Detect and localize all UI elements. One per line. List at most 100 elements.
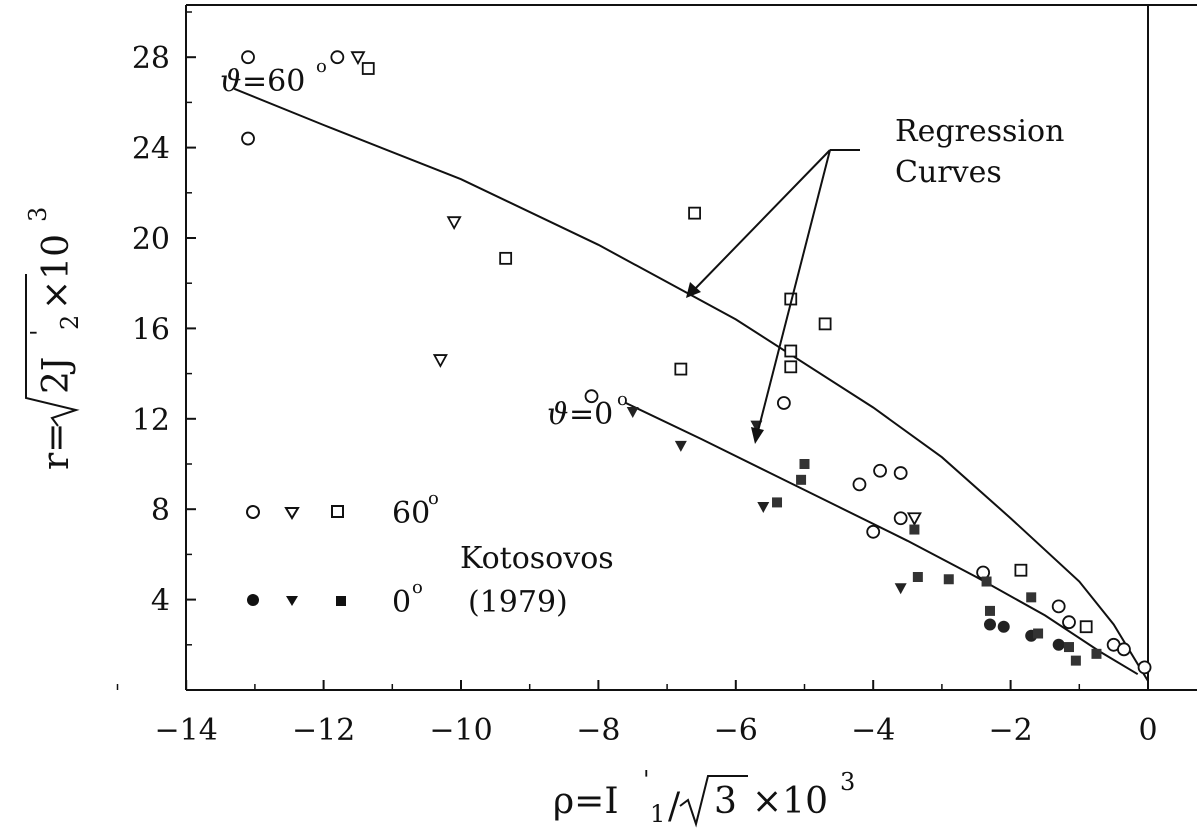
- point-filled-square: [772, 497, 783, 508]
- point-filled-triangle: [894, 583, 907, 595]
- point-filled-square: [799, 459, 810, 469]
- curve-60-degree: o: [316, 56, 327, 77]
- curve-60-theta: ϑ: [220, 64, 241, 99]
- point-open-circle: [241, 50, 255, 65]
- y-label-lhs: r=: [36, 423, 77, 470]
- point-filled-square: [796, 474, 807, 485]
- legend-open-circle: [246, 505, 260, 519]
- x-label-sub: 1: [650, 800, 665, 828]
- x-tick-label: −8: [576, 713, 620, 748]
- point-filled-square: [981, 576, 992, 587]
- point-open-circle: [893, 466, 908, 480]
- point-filled-circle: [1052, 638, 1065, 651]
- regression-label-line1: Regression: [895, 114, 1064, 149]
- point-filled-square: [1091, 648, 1102, 659]
- x-axis-label: ρ=I ' 1 / 3 ×10 3: [553, 766, 855, 828]
- curve-0-text: =0: [569, 397, 613, 432]
- curve-60-label: ϑ =60 o: [220, 56, 327, 99]
- x-axis-ticks: −14 −12 −10 −8 −6 −4 −2 0: [116, 680, 1158, 748]
- point-filled-square: [1070, 655, 1081, 666]
- arrowhead-0-curve: [751, 427, 764, 444]
- data-points: [241, 50, 1152, 675]
- x-label-sqrt-sign: [679, 775, 748, 828]
- point-filled-square: [912, 572, 923, 582]
- curve-0-label: ϑ =0 o: [547, 389, 628, 432]
- y-tick-label: 24: [132, 132, 170, 167]
- arrow-to-0-curve: [756, 149, 831, 436]
- point-filled-square: [1026, 592, 1037, 603]
- regression-curve-0: [625, 402, 1139, 676]
- legend-filled-circle: [247, 594, 259, 606]
- regression-curve-60: [233, 87, 1149, 682]
- point-open-circle: [584, 389, 599, 404]
- point-filled-square: [943, 574, 954, 585]
- regression-arrows: [686, 149, 860, 444]
- point-open-circle: [893, 511, 908, 526]
- point-open-circle: [1062, 615, 1076, 630]
- y-tick-label: 4: [151, 584, 170, 619]
- point-open-circle: [1117, 642, 1131, 657]
- legend-open-square: [331, 505, 344, 518]
- point-filled-triangle: [757, 501, 770, 513]
- x-tick-label: −6: [714, 713, 758, 748]
- point-open-circle: [1137, 660, 1152, 675]
- x-tick-label: −10: [429, 713, 492, 748]
- curve-0-theta: ϑ: [547, 397, 568, 432]
- point-open-square: [674, 362, 688, 376]
- arrowhead-60-curve: [686, 282, 701, 298]
- legend-60-degree: o: [428, 488, 439, 509]
- y-tick-label: 28: [132, 41, 170, 76]
- curve-60-text: =60: [242, 64, 305, 99]
- y-label-sqrt-arg: 2J: [36, 357, 77, 394]
- point-filled-triangle: [674, 440, 687, 452]
- x-label-sqrt-arg: 3: [714, 781, 737, 822]
- legend-0-degree: o: [412, 577, 423, 598]
- point-filled-square: [1063, 642, 1074, 653]
- point-open-circle: [330, 50, 345, 65]
- y-label-exp: 3: [24, 207, 52, 222]
- x-label-exp: 3: [840, 768, 855, 796]
- x-tick-label: −14: [155, 713, 218, 748]
- regression-label-line2: Curves: [895, 155, 1002, 190]
- y-label-prime: ': [26, 329, 54, 336]
- x-tick-label: 0: [1138, 713, 1157, 748]
- x-label-mult: ×10: [752, 781, 828, 822]
- legend-open-triangle: [284, 507, 300, 520]
- point-open-circle: [241, 131, 255, 146]
- point-filled-circle: [997, 620, 1010, 633]
- legend-source-line2: (1979): [468, 585, 568, 620]
- y-axis-ticks: 4 8 12 16 20 24 28: [132, 11, 196, 646]
- x-tick-label: −12: [292, 713, 355, 748]
- y-label-sqrt-sign: [25, 274, 80, 427]
- legend-filled-triangle: [286, 596, 298, 606]
- point-open-square: [1014, 563, 1028, 577]
- point-open-triangle: [446, 216, 462, 231]
- y-tick-label: 20: [132, 222, 170, 257]
- point-open-square: [499, 251, 513, 265]
- curve-0-degree: o: [617, 389, 628, 410]
- point-open-circle: [852, 477, 867, 492]
- point-filled-circle: [983, 618, 996, 631]
- legend-0-text: 0: [392, 585, 411, 620]
- x-label-prime: ': [643, 766, 650, 794]
- arrow-to-60-curve: [691, 149, 831, 293]
- y-tick-label: 8: [151, 493, 170, 528]
- legend: 60 o 0 o Kotosovos (1979): [246, 488, 614, 620]
- point-open-circle: [873, 463, 887, 478]
- legend-filled-square: [336, 596, 346, 606]
- point-open-triangle: [350, 51, 366, 66]
- point-open-square: [784, 360, 798, 374]
- point-open-circle: [866, 524, 881, 539]
- point-open-square: [688, 206, 701, 220]
- x-label-lhs: ρ=I: [553, 781, 619, 822]
- point-open-square: [1079, 620, 1093, 634]
- x-label-slash: /: [668, 786, 681, 827]
- x-tick-label: −4: [851, 713, 895, 748]
- legend-60-text: 60: [392, 496, 430, 531]
- y-tick-label: 12: [132, 403, 170, 438]
- y-tick-label: 16: [132, 312, 170, 347]
- point-open-circle: [776, 396, 791, 410]
- y-label-mult: ×10: [36, 234, 77, 310]
- regression-curves: [233, 87, 1149, 682]
